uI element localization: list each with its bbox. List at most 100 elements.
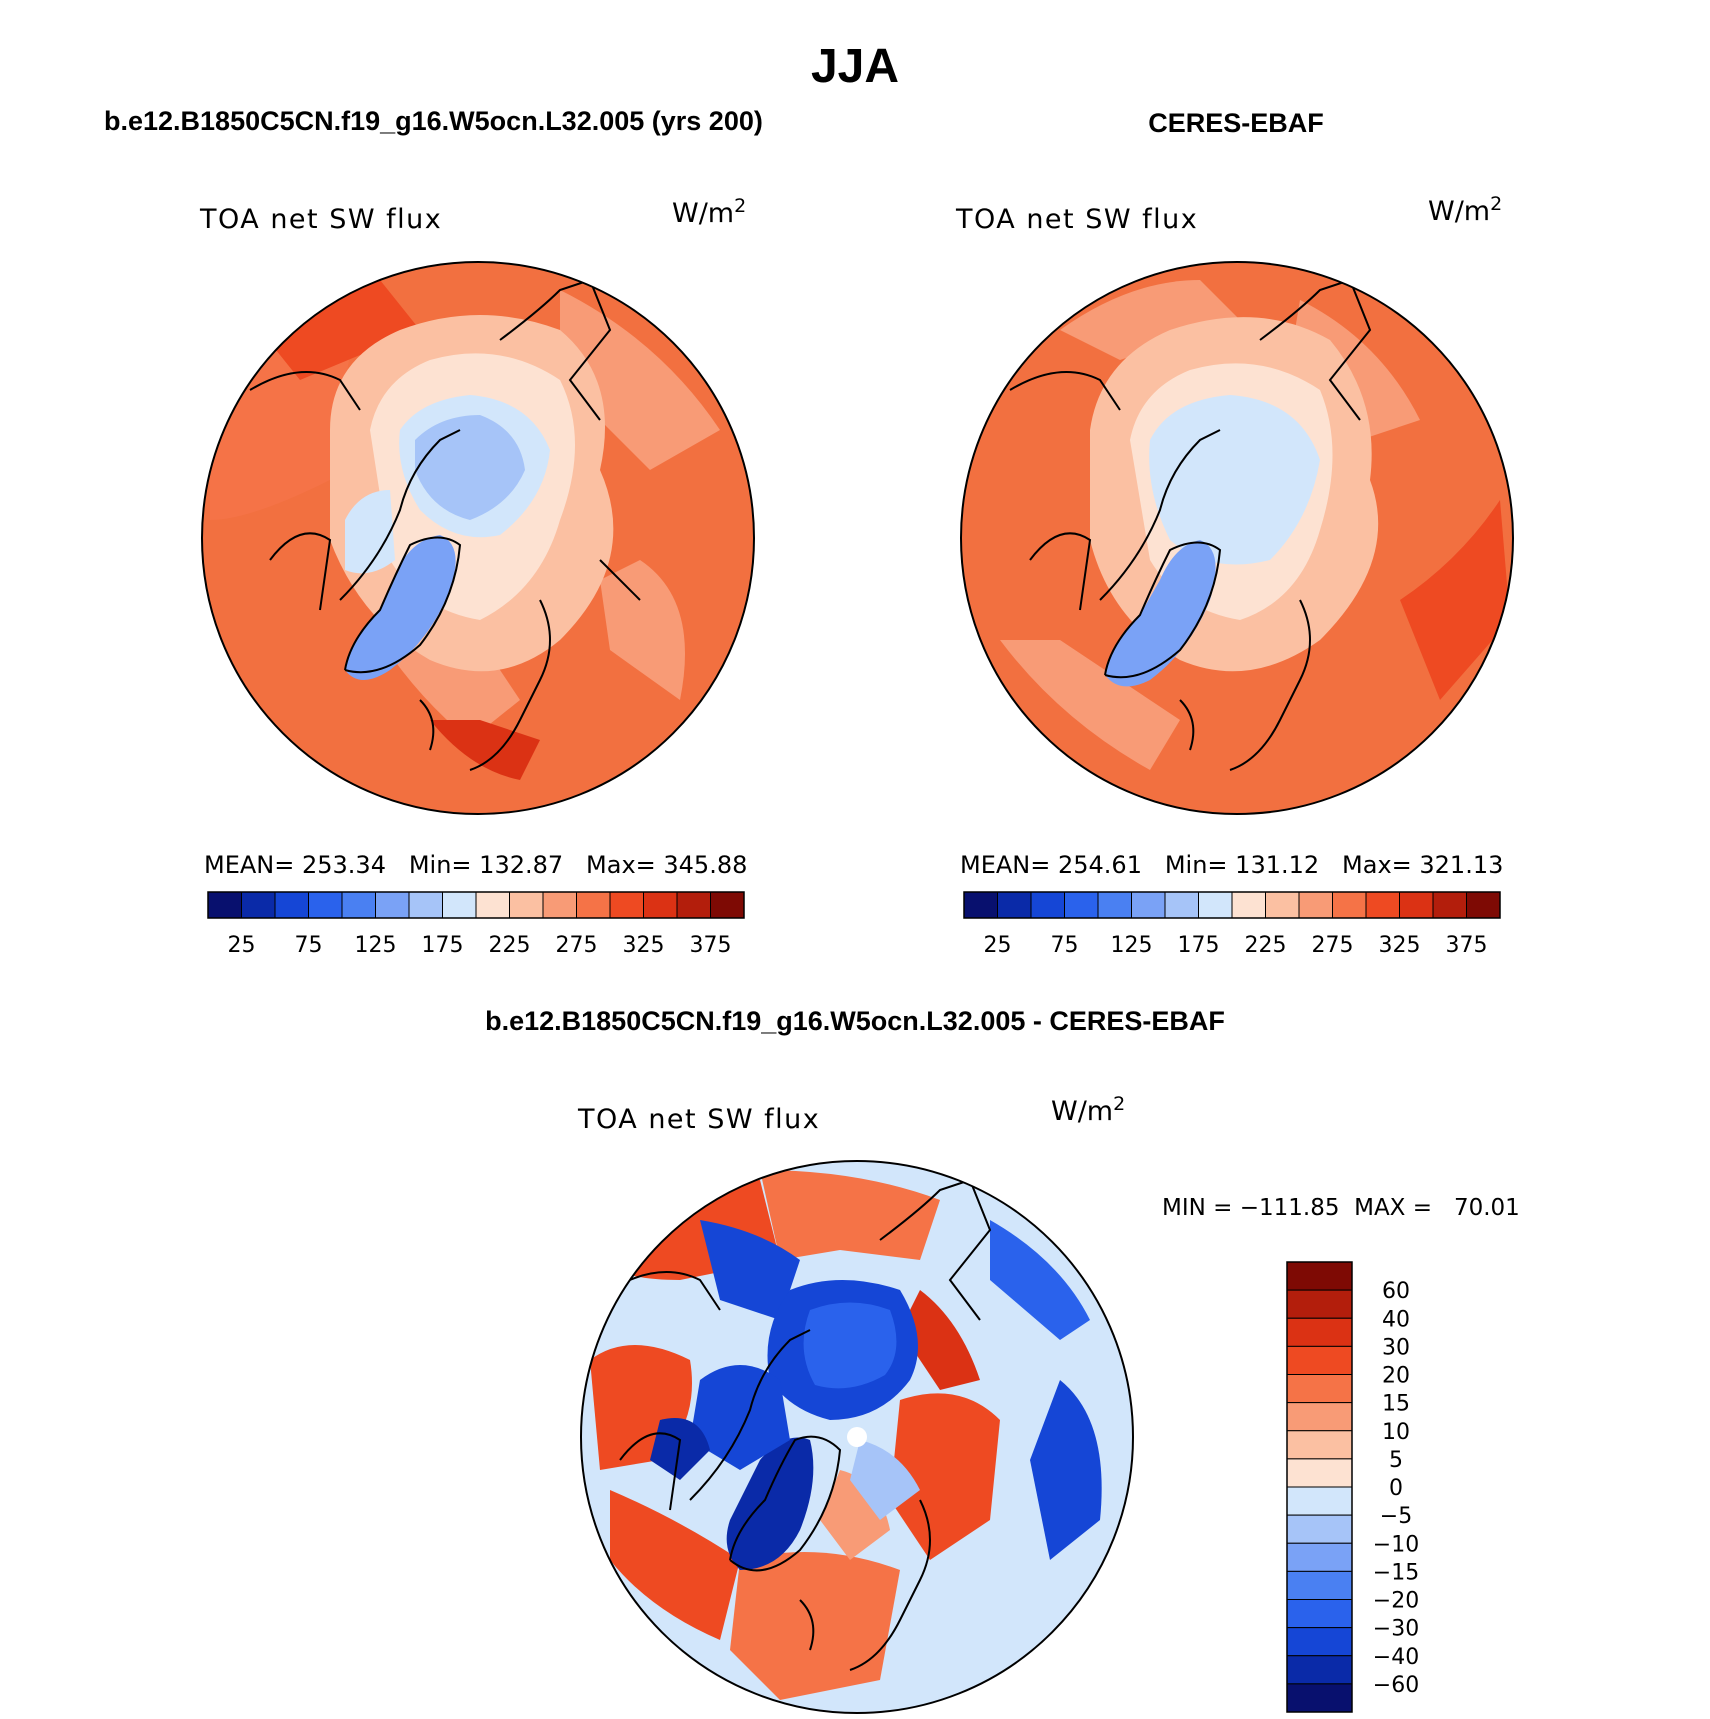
diff-colorbar-tick-label: 20: [1382, 1364, 1410, 1389]
model-colorbar-swatch: [609, 891, 644, 919]
model-colorbar-swatch: [542, 891, 577, 919]
diff-colorbar-tick-label: −40: [1373, 1645, 1419, 1670]
obs-colorbar-swatch: [1030, 891, 1065, 919]
diff-colorbar-swatch: [1286, 1627, 1353, 1657]
model-colorbar-swatch: [241, 891, 276, 919]
model-variable-label: TOA net SW flux: [199, 204, 442, 235]
model-colorbar-swatch: [475, 891, 510, 919]
obs-units-exp: 2: [1490, 193, 1502, 215]
obs-colorbar-tick-label: 325: [1379, 933, 1421, 958]
diff-colorbar-tick-label: 15: [1382, 1392, 1410, 1417]
diff-colorbar-tick-label: 60: [1382, 1279, 1410, 1304]
diff-colorbar-tick-label: −60: [1373, 1673, 1419, 1698]
model-colorbar-swatch: [274, 891, 309, 919]
obs-colorbar-frame: [963, 891, 1501, 919]
model-colorbar-swatch: [710, 891, 745, 919]
diff-colorbar-tick-label: −20: [1373, 1589, 1419, 1614]
diff-colorbar-tick-label: 10: [1382, 1420, 1410, 1445]
model-colorbar-frame: [207, 891, 745, 919]
diff-colorbar-frame: [1286, 1261, 1353, 1713]
obs-colorbar-swatch: [1164, 891, 1199, 919]
diff-colorbar-swatch: [1286, 1317, 1353, 1347]
diff-colorbar-swatch: [1286, 1599, 1353, 1629]
obs-colorbar-swatch: [1432, 891, 1467, 919]
obs-colorbar-tick-label: 75: [1051, 933, 1079, 958]
obs-polar-map: [960, 261, 1514, 815]
diff-panel-header: b.e12.B1850C5CN.f19_g16.W5ocn.L32.005 - …: [485, 1006, 1225, 1036]
obs-colorbar-tick-label: 25: [984, 933, 1012, 958]
obs-stats: MEAN= 254.61 Min= 131.12 Max= 321.13: [960, 851, 1503, 879]
obs-colorbar-swatch: [1097, 891, 1132, 919]
obs-units-label: W/m2: [1428, 193, 1502, 227]
diff-colorbar-swatch: [1286, 1570, 1353, 1600]
model-colorbar-swatch: [509, 891, 544, 919]
diff-colorbar: 60 40 30 20 15 10 5 0 −5 −10 −15 −20 −30 −40 −60: [1286, 1261, 1419, 1713]
model-colorbar-swatch: [341, 891, 376, 919]
diff-units-label: W/m2: [1051, 1093, 1125, 1127]
model-colorbar-swatch: [576, 891, 611, 919]
model-colorbar-tick-label: 75: [295, 933, 323, 958]
obs-colorbar-swatch: [1265, 891, 1300, 919]
model-panel-header: b.e12.B1850C5CN.f19_g16.W5ocn.L32.005 (y…: [104, 106, 763, 136]
model-colorbar-swatch: [408, 891, 443, 919]
model-colorbar-tick-label: 175: [422, 933, 464, 958]
diff-colorbar-tick-label: 5: [1389, 1448, 1403, 1473]
obs-colorbar-swatch: [1332, 891, 1367, 919]
obs-colorbar-swatch: [1399, 891, 1434, 919]
model-units-base: W/m: [672, 198, 734, 229]
model-colorbar-tick-label: 275: [556, 933, 598, 958]
diff-colorbar-swatch: [1286, 1430, 1353, 1460]
obs-colorbar-swatch: [1466, 891, 1501, 919]
model-colorbar-tick-label: 25: [228, 933, 256, 958]
model-colorbar-swatch: [207, 891, 242, 919]
obs-colorbar-swatch: [1064, 891, 1099, 919]
obs-colorbar-swatch: [1298, 891, 1333, 919]
diff-colorbar-tick-label: −30: [1373, 1617, 1419, 1642]
diff-colorbar-swatch: [1286, 1345, 1353, 1375]
obs-variable-label: TOA net SW flux: [955, 204, 1198, 235]
diff-units-exp: 2: [1113, 1093, 1125, 1115]
obs-colorbar-swatch: [963, 891, 998, 919]
diff-colorbar-tick-label: −5: [1380, 1504, 1412, 1529]
obs-colorbar-swatch: [1198, 891, 1233, 919]
diff-colorbar-swatch: [1286, 1542, 1353, 1572]
diff-colorbar-tick-label: 0: [1389, 1476, 1403, 1501]
model-units-exp: 2: [734, 195, 746, 217]
diff-colorbar-swatch: [1286, 1655, 1353, 1685]
model-colorbar-swatch: [676, 891, 711, 919]
model-colorbar: 25 75 125 175 225 275 325 375: [207, 891, 745, 958]
model-colorbar-swatch: [375, 891, 410, 919]
diff-colorbar-swatch: [1286, 1261, 1353, 1291]
obs-units-base: W/m: [1428, 196, 1490, 227]
diff-colorbar-tick-label: −15: [1373, 1560, 1419, 1585]
obs-colorbar-swatch: [1365, 891, 1400, 919]
diff-variable-label: TOA net SW flux: [577, 1104, 820, 1135]
diff-units-base: W/m: [1051, 1096, 1113, 1127]
model-stats: MEAN= 253.34 Min= 132.87 Max= 345.88: [204, 851, 747, 879]
model-colorbar-tick-label: 125: [355, 933, 397, 958]
model-colorbar-tick-label: 225: [489, 933, 531, 958]
diff-colorbar-tick-label: −10: [1373, 1532, 1419, 1557]
diff-colorbar-swatch: [1286, 1514, 1353, 1544]
obs-panel-header: CERES-EBAF: [1148, 108, 1324, 138]
diff-colorbar-swatch: [1286, 1402, 1353, 1432]
obs-colorbar-tick-label: 125: [1111, 933, 1153, 958]
model-colorbar-tick-label: 375: [690, 933, 732, 958]
model-polar-map: [201, 261, 755, 815]
model-colorbar-swatch: [643, 891, 678, 919]
model-colorbar-swatch: [442, 891, 477, 919]
obs-colorbar-tick-label: 375: [1446, 933, 1488, 958]
obs-colorbar-tick-label: 175: [1178, 933, 1220, 958]
obs-colorbar: 25 75 125 175 225 275 325 375: [963, 891, 1501, 958]
diff-colorbar-swatch: [1286, 1374, 1353, 1404]
diff-colorbar-swatch: [1286, 1458, 1353, 1488]
obs-colorbar-swatch: [1231, 891, 1266, 919]
diff-colorbar-swatch: [1286, 1289, 1353, 1319]
diff-polar-map: [580, 1160, 1134, 1714]
model-units-label: W/m2: [672, 195, 746, 229]
diff-colorbar-tick-label: 40: [1382, 1307, 1410, 1332]
obs-colorbar-swatch: [1131, 891, 1166, 919]
page-title: JJA: [811, 40, 899, 93]
diff-stats: MIN = −111.85 MAX = 70.01: [1162, 1195, 1520, 1221]
